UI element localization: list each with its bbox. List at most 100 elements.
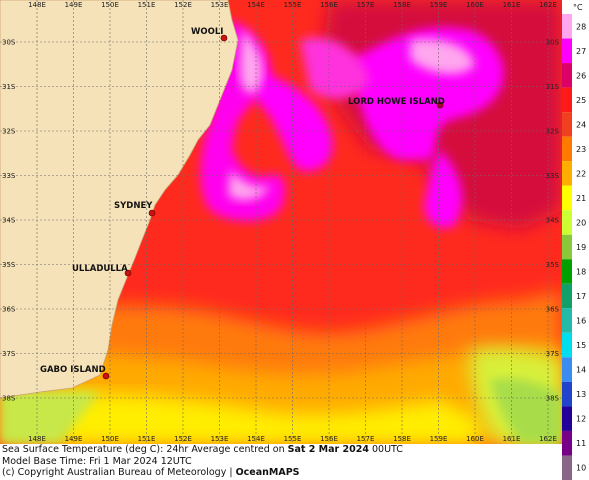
latitude-labels-left: 30S 31S 32S 33S 34S 35S 36S 37S 38S (2, 39, 16, 403)
legend-swatch-13 (562, 381, 572, 407)
longitude-label: 155E (284, 435, 302, 443)
legend-swatch-17 (562, 283, 572, 309)
legend-swatch-18 (562, 259, 572, 284)
sydney-marker (148, 209, 156, 217)
longitude-label: 157E (357, 435, 375, 443)
latitude-label: 30S (2, 39, 16, 47)
longitude-label: 161E (503, 435, 521, 443)
latitude-label: 36S (2, 306, 16, 314)
legend-swatch-28 (562, 14, 572, 39)
longitude-label: 159E (430, 435, 448, 443)
longitude-label: 150E (101, 1, 119, 9)
legend-label-24: 24 (576, 120, 586, 129)
legend-label-17: 17 (576, 292, 586, 301)
legend-label-11: 11 (576, 439, 586, 448)
legend-swatch-15 (562, 332, 572, 358)
caption-date: Sat 2 Mar 2024 (287, 444, 369, 455)
legend-unit: °C (573, 3, 583, 12)
longitude-label: 151E (138, 1, 156, 9)
gabo-island-marker (102, 372, 110, 380)
latitude-label: 31S (2, 83, 16, 91)
latitude-label: 35S (546, 261, 560, 269)
wooli-marker (220, 34, 228, 42)
longitude-label: 152E (174, 435, 192, 443)
latitude-labels-right: 30S 31S 32S 33S 34S 35S 36S 37S 38S (546, 39, 560, 403)
legend-label-23: 23 (576, 145, 586, 154)
caption-line-3: (c) Copyright Australian Bureau of Meteo… (2, 467, 300, 478)
longitude-label: 151E (138, 435, 156, 443)
longitude-label: 152E (174, 1, 192, 9)
place-label-lord-howe-island: LORD HOWE ISLAND (348, 97, 445, 107)
latitude-label: 33S (2, 172, 16, 180)
longitude-label: 149E (65, 435, 83, 443)
legend-label-15: 15 (576, 341, 586, 350)
longitude-label: 156E (320, 1, 338, 9)
longitude-label: 162E (539, 435, 557, 443)
ulladulla-marker (124, 269, 132, 277)
legend-label-26: 26 (576, 71, 586, 80)
longitude-label: 154E (247, 1, 265, 9)
oceanmaps-brand: OceanMAPS (235, 467, 300, 478)
legend-label-21: 21 (576, 194, 586, 203)
latitude-label: 31S (546, 83, 560, 91)
map-caption: Sea Surface Temperature (deg C): 24hr Av… (2, 444, 562, 479)
longitude-label: 162E (539, 1, 557, 9)
legend-label-14: 14 (576, 366, 586, 375)
graticule (0, 0, 562, 444)
place-label-wooli: WOOLI (191, 27, 223, 37)
longitude-label: 160E (466, 1, 484, 9)
latitude-label: 33S (546, 172, 560, 180)
legend-label-10: 10 (576, 464, 586, 473)
legend-swatch-14 (562, 357, 572, 382)
legend-swatch-27 (562, 38, 572, 64)
longitude-labels-bottom: 148E 149E 150E 151E 152E 153E 154E 155E 156E 157E… (28, 435, 557, 443)
caption-line-1: Sea Surface Temperature (deg C): 24hr Av… (2, 444, 403, 455)
latitude-label: 34S (2, 217, 16, 225)
longitude-label: 150E (101, 435, 119, 443)
legend-label-25: 25 (576, 96, 586, 105)
caption-line-2: Model Base Time: Fri 1 Mar 2024 12UTC (2, 455, 192, 467)
place-label-sydney: SYDNEY (114, 201, 153, 211)
legend-label-28: 28 (576, 22, 586, 31)
latitude-label: 32S (2, 128, 16, 136)
latitude-label: 32S (546, 128, 560, 136)
legend-swatch-11 (562, 430, 572, 456)
legend-swatch-10 (562, 455, 572, 480)
latitude-label: 30S (546, 39, 560, 47)
latitude-label: 36S (546, 306, 560, 314)
longitude-label: 158E (393, 1, 411, 9)
legend-label-22: 22 (576, 169, 586, 178)
legend-swatch-19 (562, 234, 572, 260)
longitude-label: 148E (28, 1, 46, 9)
place-label-gabo-island: GABO ISLAND (40, 365, 106, 375)
legend-label-18: 18 (576, 268, 586, 277)
legend-swatch-20 (562, 210, 572, 235)
legend-label-16: 16 (576, 317, 586, 326)
legend-label-20: 20 (576, 218, 586, 227)
temperature-legend: °C 28 27 26 25 24 23 22 21 20 19 18 17 16 15 14 13 12 11 1… (562, 3, 586, 480)
latitude-label: 34S (546, 217, 560, 225)
legend-swatch-26 (562, 63, 572, 88)
legend-label-12: 12 (576, 415, 586, 424)
legend-swatch-16 (562, 308, 572, 333)
legend-swatch-23 (562, 136, 572, 162)
sst-map: 148E 149E 150E 151E 152E 153E 154E 155E 156E 157E… (0, 0, 562, 444)
longitude-label: 153E (211, 1, 229, 9)
latitude-label: 35S (2, 261, 16, 269)
longitude-label: 153E (211, 435, 229, 443)
longitude-label: 154E (247, 435, 265, 443)
latitude-label: 38S (546, 395, 560, 403)
place-label-ulladulla: ULLADULLA (72, 264, 128, 274)
place-markers: WOOLI LORD HOWE ISLAND SYDNEY ULLADULLA … (40, 27, 445, 380)
latitude-label: 38S (2, 395, 16, 403)
legend-swatch-25 (562, 87, 572, 113)
longitude-label: 157E (357, 1, 375, 9)
legend-swatch-22 (562, 161, 572, 186)
latitude-label: 37S (546, 350, 560, 358)
longitude-label: 161E (503, 1, 521, 9)
lord-howe-island-marker (436, 101, 444, 109)
legend-label-13: 13 (576, 390, 586, 399)
legend-swatch-12 (562, 406, 572, 431)
legend-label-27: 27 (576, 47, 586, 56)
